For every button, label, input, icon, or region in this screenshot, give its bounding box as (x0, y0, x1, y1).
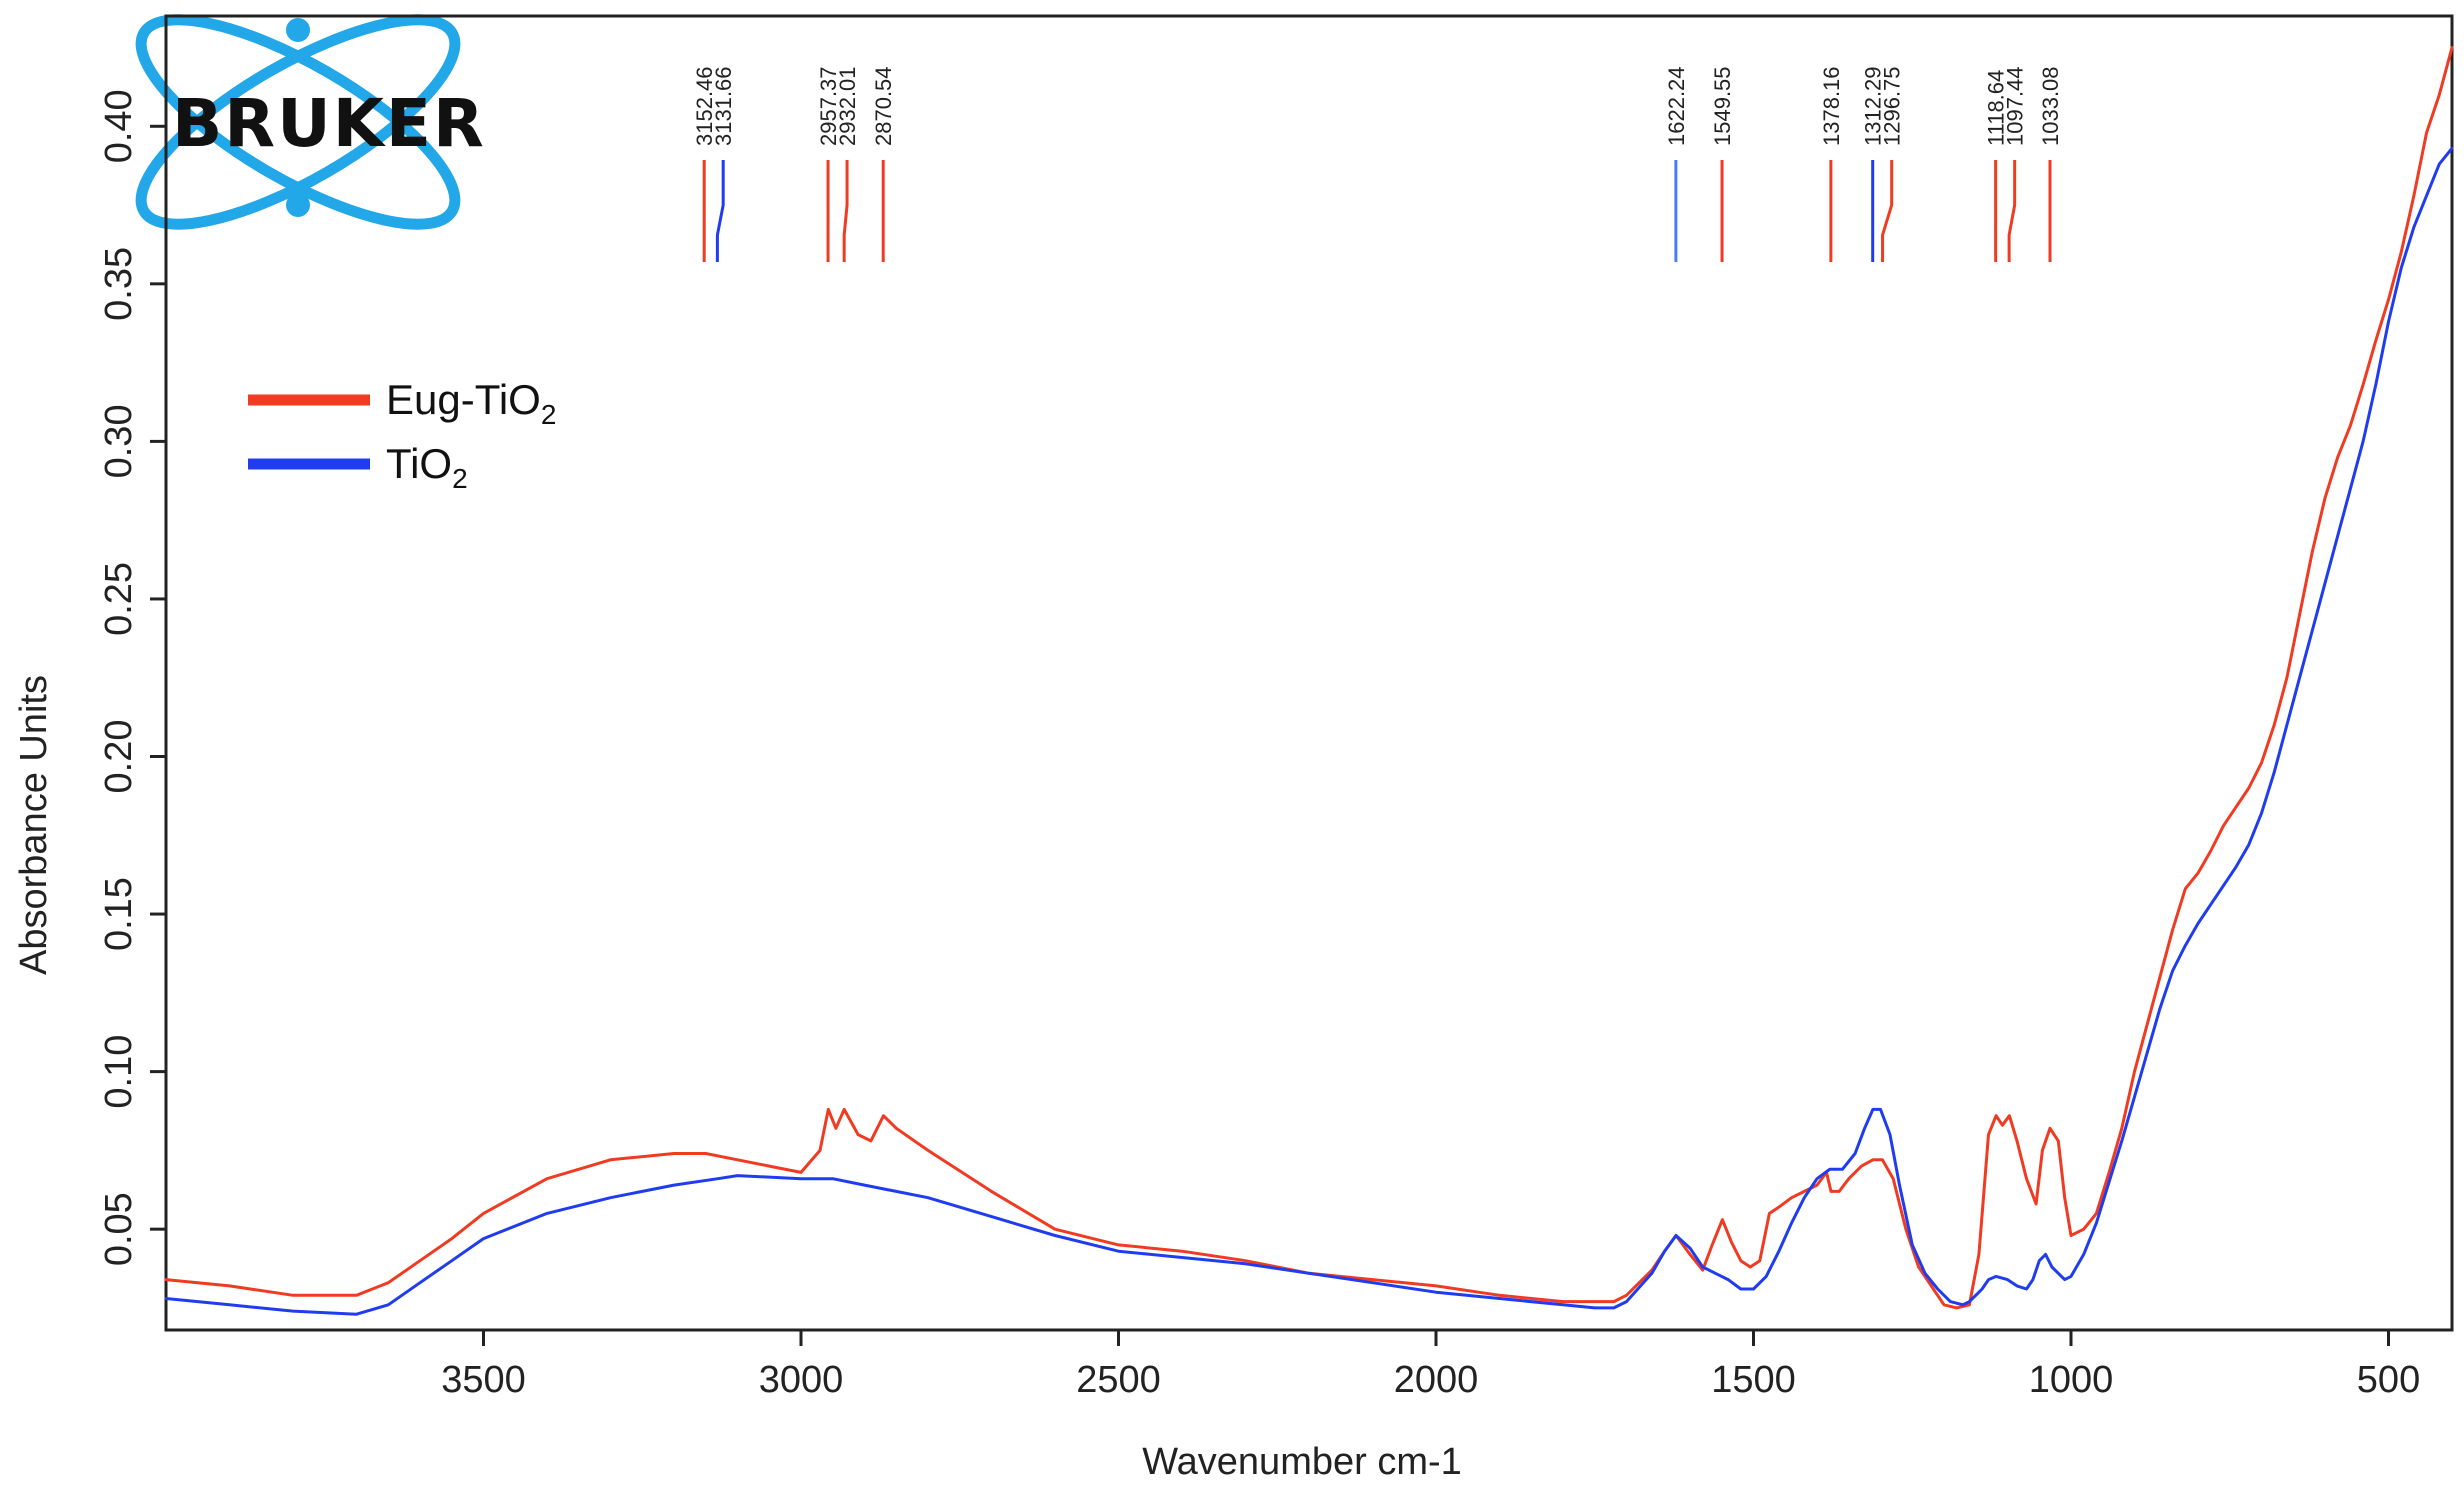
y-tick-label: 0.05 (98, 1192, 140, 1266)
peak-marker (2007, 160, 2017, 262)
peak-label: 2957.37 (816, 66, 841, 146)
x-tick-label: 3000 (759, 1359, 844, 1401)
legend-label: Eug-TiO2 (386, 376, 556, 430)
x-tick-label: 3500 (441, 1359, 526, 1401)
y-axis-ticks: 0.05 0.10 0.15 0.20 0.25 0.30 0.35 0.40 (98, 89, 166, 1266)
plot-area-frame (164, 14, 2454, 1332)
legend-label: TiO2 (386, 440, 468, 494)
x-tick-label: 1500 (1711, 1359, 1796, 1401)
series-line-eug-tio2 (164, 46, 2454, 1310)
peak-label: 1549.55 (1710, 66, 1735, 146)
x-tick-label: 500 (2357, 1359, 2420, 1401)
y-tick-label: 0.40 (98, 89, 140, 163)
y-tick-label: 0.25 (98, 562, 140, 636)
y-tick-label: 0.20 (98, 720, 140, 794)
x-tick-label: 2000 (1394, 1359, 1479, 1401)
peak-label: 1312.29 (1861, 66, 1886, 146)
atom-icon (135, 14, 461, 230)
peak-label: 1622.24 (1664, 66, 1689, 146)
x-axis-title: Wavenumber cm-1 (1142, 1441, 1462, 1483)
y-axis-title: Absorbance Units (13, 675, 55, 975)
peak-label: 1378.16 (1819, 66, 1844, 146)
x-tick-label: 2500 (1076, 1359, 1161, 1401)
peak-marker (1881, 160, 1894, 262)
peak-label: 1118.64 (1984, 70, 2009, 146)
peak-label: 3152.46 (692, 66, 717, 146)
y-tick-label: 0.10 (98, 1035, 140, 1109)
peak-label: 2932.01 (835, 66, 860, 146)
y-tick-label: 0.30 (98, 404, 140, 478)
series-layer (164, 46, 2454, 1316)
peak-label: 2870.54 (871, 66, 896, 146)
peak-marker (842, 160, 849, 262)
peak-label: 1296.75 (1880, 66, 1905, 146)
x-axis-ticks: 3500 3000 2500 2000 1500 1000 500 (441, 1330, 2420, 1401)
y-tick-label: 0.35 (98, 247, 140, 321)
legend: Eug-TiO2 TiO2 (248, 376, 556, 494)
bruker-logo: BRUKER (135, 14, 486, 230)
series-line-tio2 (164, 146, 2454, 1316)
peak-label: 1097.44 (2003, 66, 2028, 146)
peak-label: 1033.08 (2038, 66, 2063, 146)
y-tick-label: 0.15 (98, 877, 140, 951)
logo-text: BRUKER (172, 85, 486, 162)
peak-label: 3131.66 (711, 66, 736, 146)
peak-marker (715, 160, 725, 262)
x-tick-label: 1000 (2029, 1359, 2114, 1401)
